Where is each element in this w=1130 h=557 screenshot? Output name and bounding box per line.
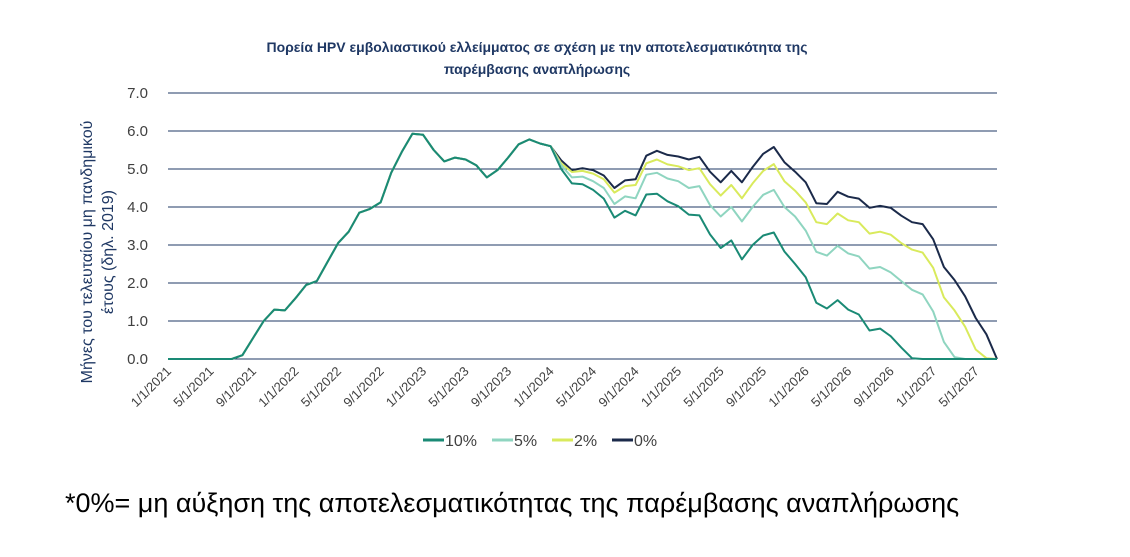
legend-label: 5%: [514, 433, 537, 450]
x-axis-ticks: 1/1/20215/1/20219/1/20211/1/20225/1/2022…: [128, 364, 982, 410]
x-tick-label: 1/1/2023: [383, 364, 429, 410]
legend: 10% 5% 2% 0%: [423, 433, 657, 450]
y-axis-ticks: 0.0 1.0 2.0 3.0 4.0 5.0 6.0 7.0: [127, 85, 148, 368]
x-tick-label: 9/1/2025: [723, 364, 769, 410]
series-line-0pct: [168, 132, 998, 360]
x-tick-label: 5/1/2022: [298, 364, 344, 410]
x-tick-label: 9/1/2026: [850, 364, 896, 410]
gridlines: [168, 92, 997, 360]
series-line-10pct: [168, 132, 997, 360]
y-tick-label: 1.0: [127, 313, 148, 330]
chart-title-line-1: Πορεία HPV εμβολιαστικού ελλείμματος σε …: [266, 39, 807, 55]
y-axis-label-line-2: έτους (δηλ. 2019): [100, 190, 117, 314]
y-tick-label: 4.0: [127, 199, 148, 216]
y-tick-label: 0.0: [127, 351, 148, 368]
series-lines: [168, 132, 998, 360]
legend-label: 10%: [445, 433, 477, 450]
y-axis-label: Μήνες του τελευταίου μη πανδημικού έτους…: [79, 121, 117, 384]
x-tick-label: 9/1/2021: [213, 364, 259, 410]
x-tick-label: 5/1/2026: [808, 364, 854, 410]
x-tick-label: 9/1/2024: [595, 364, 641, 410]
line-chart: Πορεία HPV εμβολιαστικού ελλείμματος σε …: [79, 39, 998, 450]
x-tick-label: 1/1/2026: [765, 364, 811, 410]
y-tick-label: 5.0: [127, 161, 148, 178]
y-tick-label: 6.0: [127, 123, 148, 140]
x-tick-label: 5/1/2023: [425, 364, 471, 410]
x-tick-label: 9/1/2023: [468, 364, 514, 410]
y-tick-label: 3.0: [127, 237, 148, 254]
chart-title-line-2: παρέμβασης αναπλήρωσης: [444, 61, 630, 77]
y-axis-label-line-1: Μήνες του τελευταίου μη πανδημικού: [79, 121, 96, 384]
x-tick-label: 9/1/2022: [340, 364, 386, 410]
x-tick-label: 5/1/2021: [170, 364, 216, 410]
legend-label: 2%: [574, 433, 597, 450]
y-tick-label: 7.0: [127, 85, 148, 102]
x-tick-label: 1/1/2021: [128, 364, 174, 410]
x-tick-label: 1/1/2025: [638, 364, 684, 410]
x-tick-label: 5/1/2027: [935, 364, 981, 410]
legend-label: 0%: [634, 433, 657, 450]
footnote: *0%= μη αύξηση της αποτελεσματικότητας τ…: [65, 488, 960, 518]
x-tick-label: 5/1/2025: [680, 364, 726, 410]
x-tick-label: 1/1/2024: [510, 364, 556, 410]
chart-title: Πορεία HPV εμβολιαστικού ελλείμματος σε …: [266, 39, 807, 77]
y-tick-label: 2.0: [127, 275, 148, 292]
x-tick-label: 1/1/2022: [255, 364, 301, 410]
x-tick-label: 5/1/2024: [553, 364, 599, 410]
x-tick-label: 1/1/2027: [893, 364, 939, 410]
